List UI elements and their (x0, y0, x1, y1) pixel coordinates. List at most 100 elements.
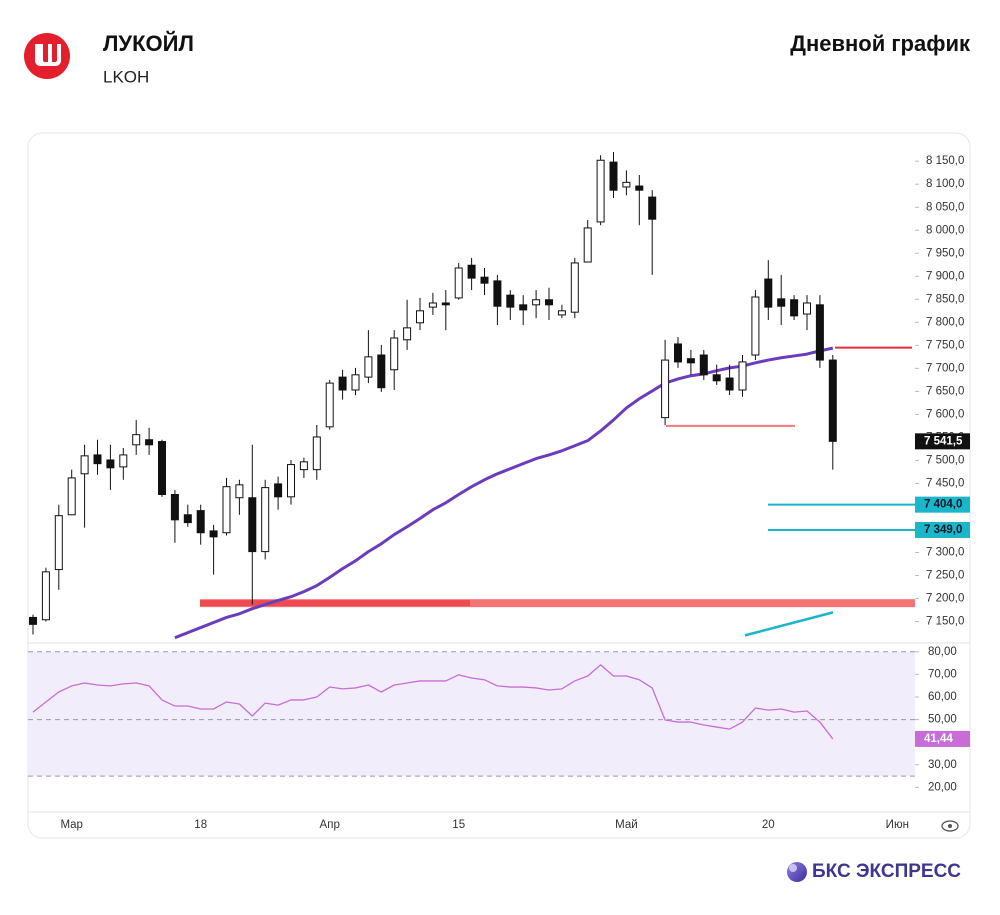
candle-body (493, 280, 502, 307)
candle-body (41, 571, 50, 621)
brand-logo (787, 862, 807, 882)
y-tick-label: 7 150,0 (926, 616, 964, 628)
candle-body (145, 439, 154, 446)
candle-body (557, 310, 566, 316)
x-tick-label: Мар (60, 819, 83, 831)
candle-body (403, 327, 412, 341)
level-label-box (915, 496, 970, 513)
candle-body (777, 298, 786, 307)
candle-body (209, 530, 218, 538)
y-tick-label: 7 850,0 (926, 293, 964, 305)
candle-body (815, 304, 824, 361)
candle-body (803, 302, 811, 315)
rsi-last-label: 41,44 (924, 733, 953, 745)
candle-body (454, 267, 463, 299)
candle-body (738, 361, 747, 391)
candle-body (248, 497, 257, 553)
y-tick-label: 30,00 (928, 759, 957, 771)
x-tick-label: 20 (762, 819, 775, 831)
y-tick-label: 80,00 (928, 646, 957, 658)
candle-body (674, 343, 682, 363)
candle-body (532, 299, 541, 306)
last-price-label: 7 541,5 (924, 435, 963, 447)
candle-body (170, 494, 179, 521)
logo (24, 33, 70, 79)
y-tick-label: 8 050,0 (926, 201, 964, 213)
candle-body (480, 276, 489, 284)
candle-body (596, 159, 605, 223)
y-tick-label: 7 600,0 (926, 408, 964, 420)
settings-eye-icon[interactable] (941, 820, 959, 832)
candle-body (67, 477, 76, 516)
candle-body (648, 196, 657, 220)
y-tick-label: 7 900,0 (926, 270, 964, 282)
candle-body (506, 294, 515, 308)
candle-body (299, 461, 308, 471)
x-tick-label: Апр (320, 819, 340, 831)
y-tick-label: 70,00 (928, 668, 957, 680)
candle-body (609, 161, 618, 191)
y-tick-label: 7 800,0 (926, 316, 964, 328)
rsi-line (32, 664, 834, 740)
moving-average (174, 346, 834, 640)
last-price-label-box (915, 433, 970, 450)
candle-body (583, 227, 592, 263)
candle-body (351, 374, 360, 391)
candle-body (222, 486, 231, 534)
x-tick-label: 15 (452, 819, 465, 831)
candle-body (312, 436, 321, 471)
candle-body (699, 354, 708, 376)
candle-body (338, 376, 347, 391)
y-tick-label: 8 150,0 (926, 155, 964, 167)
candle-body (519, 304, 528, 311)
brand-name: БКС ЭКСПРЕСС (812, 861, 961, 882)
rsi-last-label-box (915, 730, 970, 747)
candle-body (725, 377, 734, 391)
y-tick-label: 7 950,0 (926, 247, 964, 259)
candle-body (390, 337, 399, 371)
y-tick-label: 7 650,0 (926, 385, 964, 397)
candle-body (545, 299, 553, 306)
candle-body (790, 299, 799, 317)
candle-body (467, 264, 476, 279)
candle-body (377, 354, 386, 389)
candle-body (54, 515, 63, 571)
candle-body (712, 374, 721, 382)
candle-body (570, 262, 579, 313)
trend-line (744, 611, 834, 637)
rsi-band (28, 651, 915, 777)
candle-body (325, 382, 334, 428)
level-label: 7 404,0 (924, 499, 962, 511)
y-tick-label: 8 000,0 (926, 224, 964, 236)
candle-body (287, 464, 295, 498)
candle-body (661, 359, 670, 419)
x-tick-label: 18 (194, 819, 207, 831)
price-plot (29, 151, 915, 640)
candle-body (158, 441, 166, 496)
candle-body (119, 454, 128, 468)
candle-body (106, 459, 115, 469)
y-tick-label: 7 300,0 (926, 547, 964, 559)
candle-body (635, 185, 644, 191)
ticker: LKOH (103, 67, 149, 86)
candle-body (132, 434, 141, 446)
candle-body (196, 510, 205, 534)
chart-period: Дневной график (790, 31, 971, 56)
level-label: 7 349,0 (924, 524, 962, 536)
candle-body (828, 359, 837, 442)
candle-body (183, 514, 192, 524)
y-tick-label: 7 250,0 (926, 570, 964, 582)
candle-body (261, 487, 270, 553)
level-label-box (915, 521, 970, 538)
y-tick-label: 20,00 (928, 781, 957, 793)
candle-body (274, 483, 283, 498)
candle-body (428, 302, 437, 308)
company-name: ЛУКОЙЛ (103, 31, 194, 56)
y-tick-label: 60,00 (928, 691, 957, 703)
y-tick-label: 7 750,0 (926, 339, 964, 351)
y-tick-label: 50,00 (928, 714, 957, 726)
candle-body (235, 484, 244, 499)
candle-body (364, 356, 373, 378)
